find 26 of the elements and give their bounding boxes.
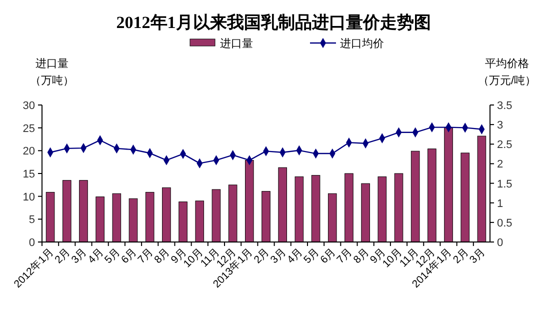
y2-tick-label: 0.5 [497,217,512,230]
y-tick-label: 20 [22,146,35,158]
x-tick-label: 5月 [102,246,123,266]
y2-tick-label: 1.5 [497,178,512,190]
y-tick-label: 15 [22,168,35,180]
y2-tick-label: 2.5 [497,139,512,152]
x-tick-label: 7月 [136,246,156,266]
y-tick-label: 10 [22,191,35,204]
y-tick-label: 5 [28,214,35,226]
y-tick-label: 0 [28,237,35,249]
y2-tick-label: 1 [497,198,504,210]
legend-label: 进口均价 [340,37,384,50]
x-tick-label: 3月 [467,246,488,266]
x-tick-label: 5月 [302,246,322,266]
y2-axis-title: 平均价格（万元/吨） [478,58,536,87]
y-tick-label: 25 [22,122,35,135]
x-tick-label: 3月 [268,246,289,266]
y2-tick-label: 2 [497,158,504,171]
y2-tick-label: 3 [497,120,504,132]
y-axis-title: 进口量（万吨） [30,57,74,87]
y2-tick-label: 3.5 [497,100,512,112]
legend-label: 进口量 [220,37,253,50]
chart-title: 2012年1月以来我国乳制品进口量价走势图 [116,13,431,32]
y2-tick-label: 0 [497,237,504,249]
x-tick-label: 3月 [69,246,90,266]
y-tick-label: 30 [22,100,35,112]
